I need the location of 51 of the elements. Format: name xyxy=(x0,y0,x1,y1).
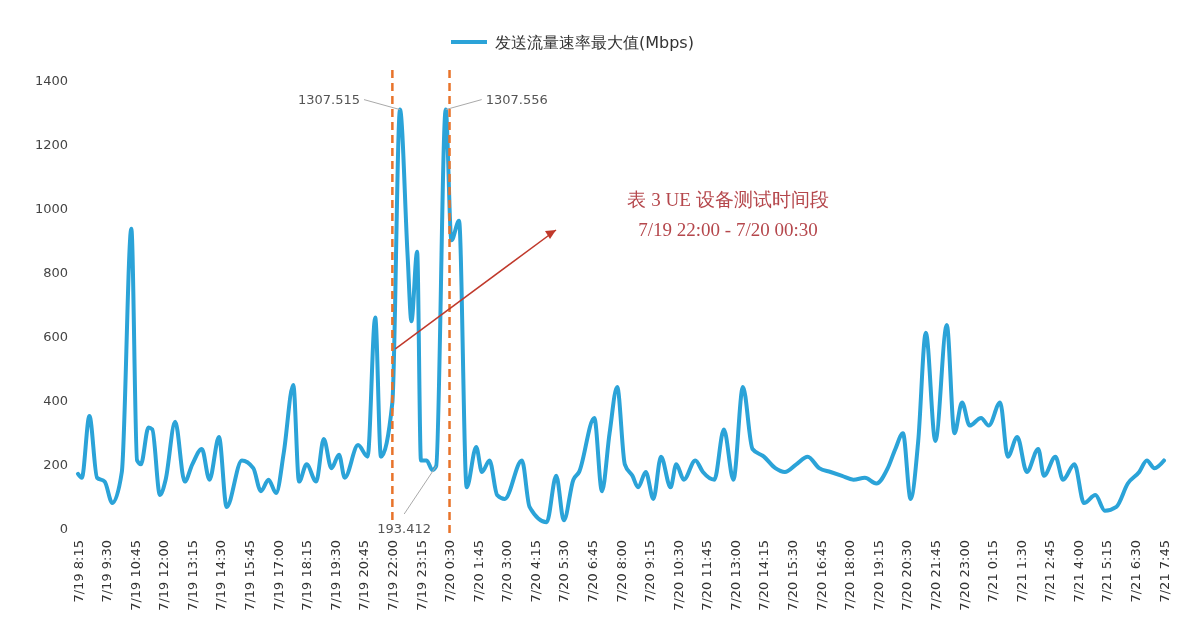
x-tick-label: 7/19 8:15 xyxy=(70,540,86,603)
x-tick-label: 7/19 9:30 xyxy=(99,540,115,603)
x-tick-label: 7/21 1:30 xyxy=(1013,540,1029,603)
x-tick-label: 7/21 7:45 xyxy=(1156,540,1172,603)
x-tick-label: 7/20 10:30 xyxy=(670,540,686,611)
x-tick-label: 7/19 12:00 xyxy=(156,540,172,611)
x-tick-label: 7/20 16:45 xyxy=(813,540,829,611)
x-tick-label: 7/19 14:30 xyxy=(213,540,229,611)
x-tick-label: 7/21 6:30 xyxy=(1127,540,1143,603)
y-tick-label: 1200 xyxy=(34,136,68,152)
y-tick-label: 400 xyxy=(43,392,68,408)
x-tick-label: 7/20 11:45 xyxy=(699,540,715,611)
x-tick-label: 7/21 2:45 xyxy=(1042,540,1058,603)
x-tick-label: 7/19 13:15 xyxy=(184,540,200,611)
x-tick-label: 7/20 6:45 xyxy=(584,540,600,603)
annotation: 1307.556 xyxy=(485,92,548,108)
x-tick-label: 7/21 5:15 xyxy=(1099,540,1115,603)
y-tick-label: 1400 xyxy=(34,72,68,88)
x-tick-label: 7/20 21:45 xyxy=(927,540,943,611)
y-tick-label: 800 xyxy=(43,264,68,280)
x-tick-label: 7/19 17:00 xyxy=(270,540,286,611)
x-tick-label: 7/20 8:00 xyxy=(613,540,629,603)
x-tick-label: 7/20 15:30 xyxy=(785,540,801,611)
x-tick-label: 7/20 19:15 xyxy=(870,540,886,611)
x-tick-label: 7/19 23:15 xyxy=(413,540,429,611)
x-tick-label: 7/19 19:30 xyxy=(327,540,343,611)
x-tick-label: 7/21 4:00 xyxy=(1070,540,1086,603)
y-tick-label: 600 xyxy=(43,328,68,344)
y-tick-label: 0 xyxy=(59,520,68,536)
annotation: 表 3 UE 设备测试时间段 7/19 22:00 - 7/20 00:30 xyxy=(627,189,829,240)
annotation: 1307.515 xyxy=(297,92,360,108)
x-tick-label: 7/19 22:00 xyxy=(384,540,400,611)
legend-label: 发送流量速率最大值(Mbps) xyxy=(495,32,694,52)
x-tick-label: 7/20 1:45 xyxy=(470,540,486,603)
x-tick-label: 7/20 18:00 xyxy=(842,540,858,611)
x-tick-label: 7/19 10:45 xyxy=(127,540,143,611)
x-tick-label: 7/21 0:15 xyxy=(985,540,1001,603)
x-tick-label: 7/20 23:00 xyxy=(956,540,972,611)
x-tick-label: 7/20 13:00 xyxy=(727,540,743,611)
x-tick-label: 7/19 18:15 xyxy=(299,540,315,611)
x-tick-label: 7/20 0:30 xyxy=(442,540,458,603)
y-tick-label: 1000 xyxy=(34,200,68,216)
x-tick-label: 7/20 3:00 xyxy=(499,540,515,603)
x-tick-label: 7/19 20:45 xyxy=(356,540,372,611)
x-tick-label: 7/20 14:15 xyxy=(756,540,772,611)
x-tick-label: 7/20 9:15 xyxy=(642,540,658,603)
x-tick-label: 7/19 15:45 xyxy=(242,540,258,611)
x-tick-label: 7/20 20:30 xyxy=(899,540,915,611)
x-tick-label: 7/20 4:15 xyxy=(527,540,543,603)
y-tick-label: 200 xyxy=(43,456,68,472)
x-tick-label: 7/20 5:30 xyxy=(556,540,572,603)
